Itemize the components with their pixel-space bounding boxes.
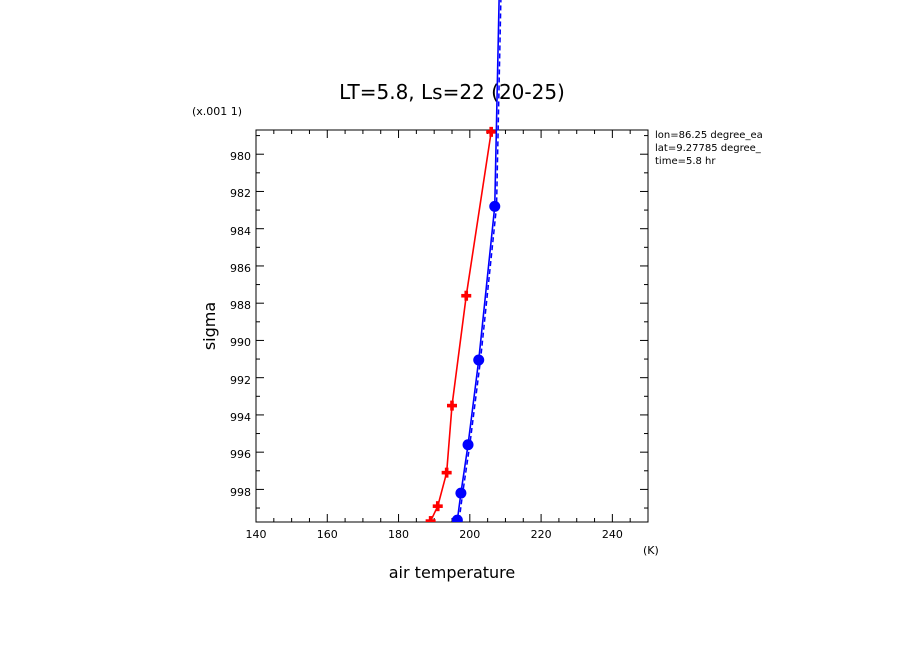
x-axis-label: air temperature xyxy=(389,563,515,582)
y-axis-label: sigma xyxy=(200,302,219,350)
series-1-point-3 xyxy=(473,354,485,366)
series-0-point-3 xyxy=(447,400,457,411)
y-tick-label-984: 984 xyxy=(230,225,251,238)
series-1-point-2 xyxy=(462,439,474,451)
series-0-point-0 xyxy=(425,516,436,522)
chart-title: LT=5.8, Ls=22 (20-25) xyxy=(339,80,565,104)
x-tick-label-140: 140 xyxy=(246,528,267,541)
y-unit-label: (x.001 1) xyxy=(192,105,242,118)
y-tick-label-996: 996 xyxy=(230,448,251,461)
info-line-lat: lat=9.27785 degree_ xyxy=(655,143,762,154)
series-1-point-1 xyxy=(455,487,467,499)
series-0-point-4 xyxy=(461,290,472,301)
y-tick-label-982: 982 xyxy=(230,187,251,200)
x-tick-label-160: 160 xyxy=(317,528,338,541)
info-line-time: time=5.8 hr xyxy=(655,156,716,167)
y-tick-label-986: 986 xyxy=(230,262,251,275)
y-tick-label-994: 994 xyxy=(230,411,251,424)
info-box: lon=86.25 degree_ea lat=9.27785 degree_ … xyxy=(655,130,763,167)
info-line-lon: lon=86.25 degree_ea xyxy=(655,130,763,141)
x-tick-label-200: 200 xyxy=(459,528,480,541)
x-unit-label: (K) xyxy=(643,544,659,557)
y-tick-label-980: 980 xyxy=(230,150,251,163)
x-tick-label-180: 180 xyxy=(388,528,409,541)
series-0-point-1 xyxy=(432,501,443,512)
series-1-point-0 xyxy=(451,514,463,522)
series-line-2 xyxy=(458,0,502,521)
y-tick-label-998: 998 xyxy=(230,486,251,499)
series-0-point-5 xyxy=(486,126,497,137)
y-tick-labels: 980 982 984 986 988 990 992 994 996 998 xyxy=(230,150,251,499)
x-tick-labels: 140 160 180 200 220 240 xyxy=(246,528,623,541)
y-tick-label-988: 988 xyxy=(230,299,251,312)
series-1-point-4 xyxy=(489,200,501,212)
series-layer xyxy=(425,0,502,522)
y-tick-label-992: 992 xyxy=(230,374,251,387)
y-tick-label-990: 990 xyxy=(230,336,251,349)
series-0-point-2 xyxy=(441,467,452,478)
axis-ticks xyxy=(255,130,649,522)
x-tick-label-220: 220 xyxy=(531,528,552,541)
plot-frame xyxy=(255,129,649,523)
x-tick-label-240: 240 xyxy=(602,528,623,541)
